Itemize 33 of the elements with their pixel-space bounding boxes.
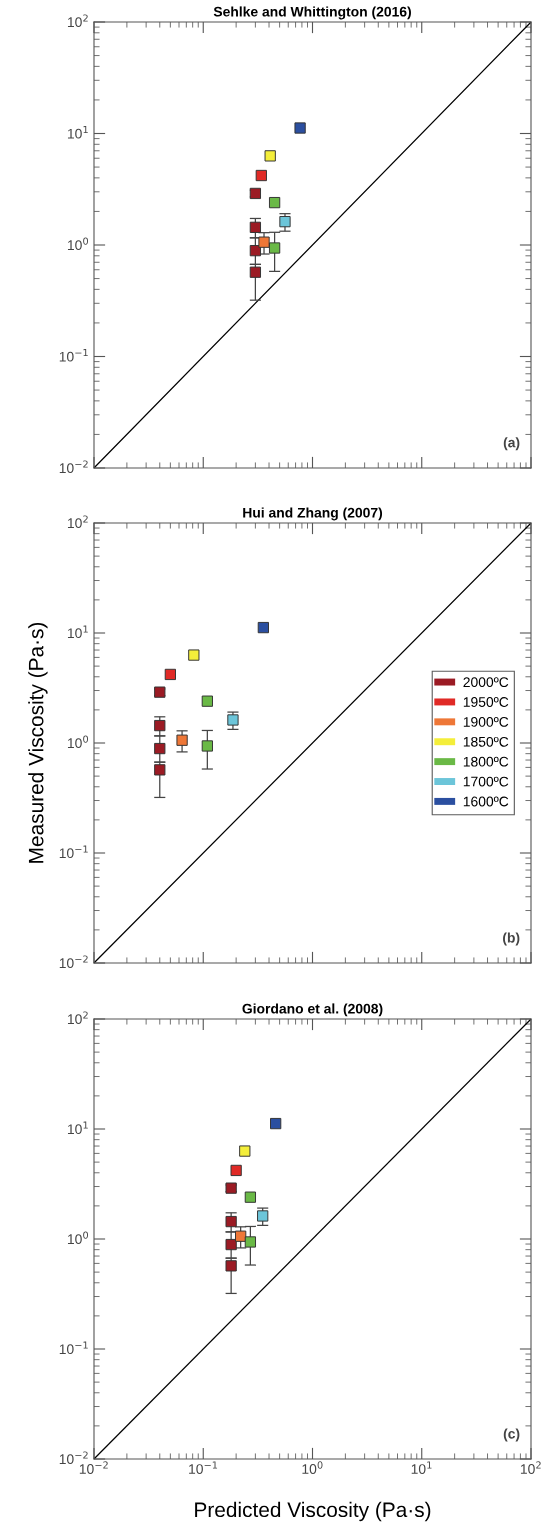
annotation: (b) xyxy=(503,932,520,946)
legend-label: 2000ºC xyxy=(463,677,509,688)
legend-label: 1600ºC xyxy=(463,796,509,807)
y-tick-label: 10$^{−1}$ xyxy=(59,349,88,362)
y-axis-title: Measured Viscosity (Pa·s) xyxy=(28,622,48,863)
y-tick-label: 10$^{−2}$ xyxy=(59,460,88,474)
y-tick-label: 10$^{2}$ xyxy=(67,14,88,28)
chart-title: Hui and Zhang (2007) xyxy=(243,507,383,521)
y-tick-label: 10$^{1}$ xyxy=(67,1121,88,1135)
y-tick-label: 10$^{−1}$ xyxy=(59,1341,88,1355)
annotation: (c) xyxy=(503,1428,520,1442)
x-tick-label: 10$^{1}$ xyxy=(411,1461,432,1474)
annotation: (a) xyxy=(503,437,520,451)
y-tick-label: 10$^{−2}$ xyxy=(59,955,88,969)
legend-label: 1800ºC xyxy=(463,756,509,767)
y-tick-label: 10$^{0}$ xyxy=(67,237,89,251)
legend-label: 1700ºC xyxy=(463,776,509,787)
x-tick-label: 10$^{2}$ xyxy=(520,1461,541,1474)
y-tick-label: 10$^{0}$ xyxy=(67,735,89,749)
x-axis-title: Predicted Viscosity (Pa·s) xyxy=(195,1501,431,1522)
legend-label: 1950ºC xyxy=(463,697,509,707)
y-tick-label: 10$^{2}$ xyxy=(67,515,88,529)
y-tick-label: 10$^{1}$ xyxy=(67,625,88,639)
chart-title: Sehlke and Whittington (2016) xyxy=(213,6,411,20)
y-tick-label: 10$^{−1}$ xyxy=(59,845,88,859)
y-tick-label: 10$^{0}$ xyxy=(67,1231,89,1245)
chart-title: Giordano et al. (2008) xyxy=(242,1003,383,1017)
x-tick-label: 10$^{0}$ xyxy=(302,1461,323,1474)
x-tick-label: 10$^{−1}$ xyxy=(189,1461,218,1474)
y-tick-label: 10$^{2}$ xyxy=(67,1011,88,1025)
legend-label: 1900ºC xyxy=(463,716,509,727)
legend-label: 1850ºC xyxy=(463,736,509,747)
y-tick-label: 10$^{1}$ xyxy=(67,126,88,139)
